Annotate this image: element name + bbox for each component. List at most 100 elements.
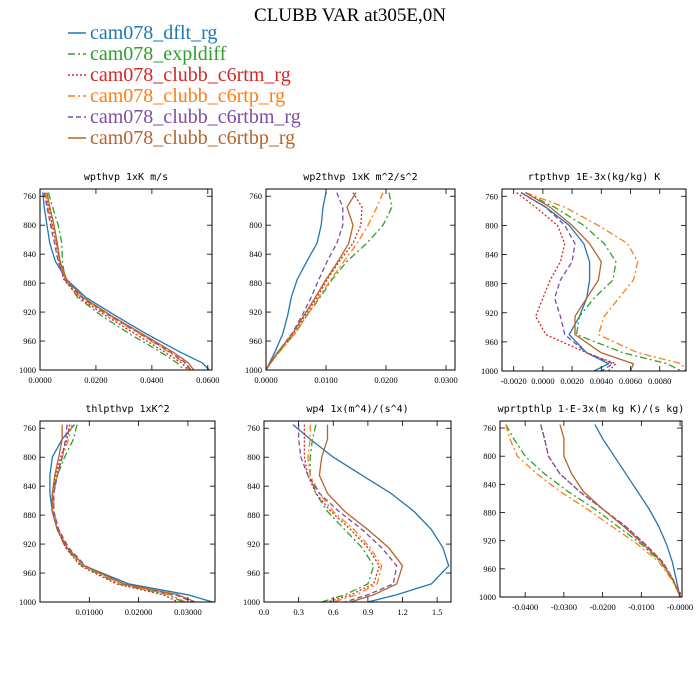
y-tick-label: 800: [485, 220, 498, 230]
y-tick-label: 1000: [19, 365, 36, 375]
series-line: [53, 424, 194, 602]
series-line: [309, 424, 375, 602]
figure-title: CLUBB VAR at305E,0N: [254, 5, 446, 26]
series-line: [47, 192, 185, 370]
y-tick-label: 1000: [479, 592, 496, 602]
legend-label: cam078_clubb_c6rtbm_rg: [90, 106, 301, 128]
legend-label: cam078_dflt_rg: [90, 22, 217, 44]
series-line: [318, 424, 404, 602]
series-line: [594, 424, 681, 597]
panel-title: wp4 1x(m^4)/(s^4): [306, 404, 408, 415]
x-tick-label: 0.0000: [531, 376, 554, 386]
legend-label: cam078_clubb_c6rtp_rg: [90, 85, 285, 107]
series-line: [505, 424, 681, 597]
series-line: [44, 192, 191, 370]
y-tick-label: 800: [23, 452, 36, 462]
series-line: [505, 424, 681, 597]
y-tick-label: 840: [23, 481, 36, 491]
plot-frame: [265, 188, 456, 371]
series-line: [297, 424, 398, 602]
series-line: [525, 192, 635, 371]
y-tick-label: 760: [249, 191, 262, 201]
legend-item: cam078_clubb_c6rtm_rg: [68, 64, 291, 86]
legend-label: cam078_expldiff: [90, 43, 227, 65]
plot-frame: [263, 420, 452, 603]
y-tick-label: 920: [485, 308, 498, 318]
series-line: [44, 192, 189, 370]
x-tick-label: -0.0100: [628, 602, 654, 612]
x-tick-label: 0.0000: [254, 375, 277, 385]
y-tick-label: 880: [23, 278, 36, 288]
x-tick-label: 0.02000: [125, 607, 153, 617]
plot-frame: [39, 188, 213, 371]
x-tick-label: -0.0300: [551, 602, 577, 612]
legend-item: cam078_clubb_c6rtbm_rg: [68, 106, 301, 128]
chart-panel: rtpthvp 1E-3x(kg/kg) K 760 800 840 880 920 960…: [481, 172, 687, 386]
x-tick-label: 0.01000: [75, 607, 103, 617]
x-tick-label: -0.0200: [590, 602, 616, 612]
legend-label: cam078_clubb_c6rtm_rg: [90, 64, 291, 86]
series-line: [559, 424, 681, 597]
series-line: [520, 192, 614, 371]
y-tick-label: 840: [485, 250, 498, 260]
x-tick-label: 0.0600: [196, 375, 219, 385]
chart-panels: wpthvp 1xK m/s76080084088092096010000.00…: [19, 172, 693, 617]
series-line: [307, 424, 383, 602]
legend-item: cam078_clubb_c6rtbp_rg: [68, 127, 295, 149]
y-tick-label: 800: [249, 220, 262, 230]
series-line: [303, 424, 381, 602]
x-tick-label: 0.0300: [434, 375, 457, 385]
panel-title: wp2thvp 1xK m^2/s^2: [303, 172, 417, 183]
series-line: [42, 192, 210, 370]
plot-frame: [499, 420, 683, 598]
series-line: [292, 424, 450, 602]
y-tick-label: 800: [483, 451, 496, 461]
y-tick-label: 840: [23, 249, 36, 259]
y-tick-label: 960: [23, 336, 36, 346]
x-tick-label: 0.0200: [374, 375, 397, 385]
x-tick-label: 0.0080: [648, 376, 671, 386]
y-tick-label: 760: [485, 191, 498, 201]
x-tick-label: 0.0000: [28, 375, 51, 385]
y-tick-label: 1000: [243, 597, 260, 607]
chart-panel: wp2thvp 1xK m^2/s^2 760 800 840 880 920 960 100…: [245, 172, 458, 385]
y-tick-label: 840: [249, 249, 262, 259]
x-tick-label: 1.2: [397, 607, 408, 617]
x-tick-label: 0.0200: [84, 375, 107, 385]
legend-item: cam078_expldiff: [68, 43, 227, 65]
x-tick-label: -0.0000: [667, 602, 693, 612]
y-tick-label: 1000: [481, 366, 498, 376]
x-tick-label: -0.0400: [512, 602, 538, 612]
chart-panel: wp4 1x(m^4)/(s^4)76080084088092096010000…: [243, 404, 452, 617]
y-tick-label: 760: [247, 423, 260, 433]
x-tick-label: 0.0400: [140, 375, 163, 385]
panel-title: wpthvp 1xK m/s: [84, 172, 168, 183]
x-tick-label: 1.5: [432, 607, 443, 617]
y-tick-label: 1000: [19, 597, 36, 607]
series-line: [516, 192, 617, 371]
series-line: [53, 424, 186, 602]
x-tick-label: 0.0020: [560, 376, 583, 386]
legend-item: cam078_clubb_c6rtp_rg: [68, 85, 285, 107]
series-line: [51, 424, 184, 602]
y-tick-label: 960: [247, 568, 260, 578]
y-tick-label: 840: [247, 481, 260, 491]
series-line: [46, 192, 195, 370]
y-tick-label: 760: [23, 191, 36, 201]
y-tick-label: 840: [483, 479, 496, 489]
x-tick-label: 0.3: [293, 607, 304, 617]
series-line: [525, 192, 682, 371]
series-line: [266, 192, 384, 370]
chart-panel: wpthvp 1xK m/s 760 800 840 880 920 960 10000.00…: [19, 172, 219, 385]
series-line: [51, 424, 179, 602]
y-tick-label: 960: [483, 564, 496, 574]
y-tick-label: 1000: [245, 365, 262, 375]
plot-frame: [39, 420, 216, 603]
legend-label: cam078_clubb_c6rtbp_rg: [90, 127, 295, 149]
y-tick-label: 800: [23, 220, 36, 230]
y-tick-label: 920: [483, 536, 496, 546]
y-tick-label: 920: [249, 307, 262, 317]
chart-panel: thlpthvp 1xK^2 760 800 840 880 920 960 1000 0.01…: [19, 404, 216, 617]
series-line: [266, 192, 363, 370]
